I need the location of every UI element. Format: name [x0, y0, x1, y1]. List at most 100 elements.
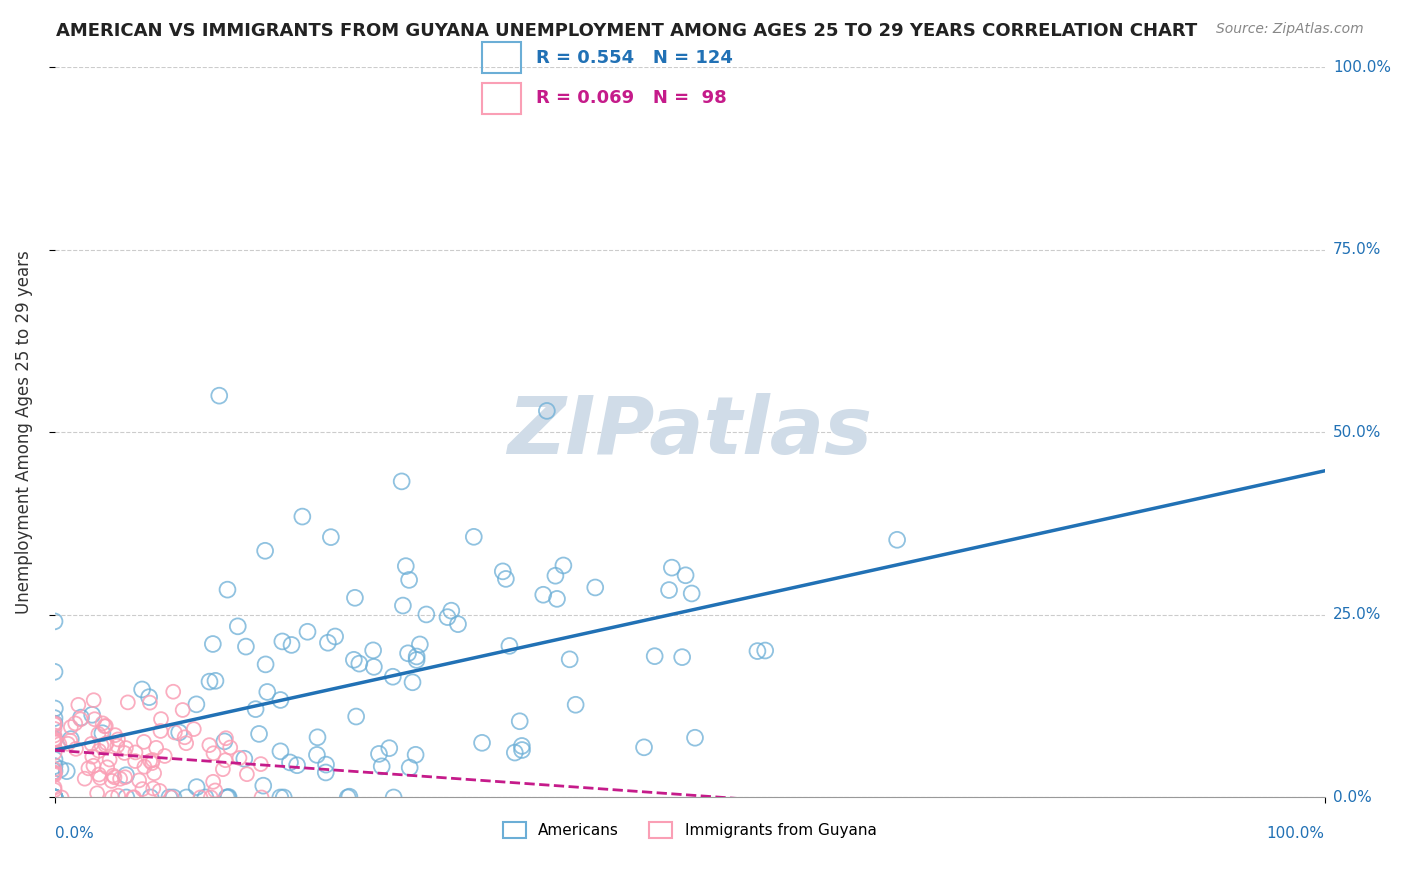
Point	[124, 754, 146, 768]
Point	[398, 761, 420, 775]
Point	[269, 744, 291, 758]
Point	[44, 780, 66, 795]
Point	[82, 707, 104, 722]
Point	[190, 790, 212, 805]
Point	[44, 790, 66, 805]
Point	[315, 765, 337, 780]
Point	[98, 753, 121, 767]
Point	[382, 790, 405, 805]
Point	[89, 771, 111, 785]
Text: 0.0%: 0.0%	[1333, 790, 1372, 805]
Point	[93, 719, 115, 733]
Point	[218, 790, 240, 805]
Point	[405, 649, 427, 664]
Point	[323, 630, 346, 644]
Point	[153, 748, 176, 763]
Point	[44, 734, 66, 748]
Point	[44, 711, 66, 725]
Point	[204, 673, 226, 688]
Point	[343, 591, 366, 605]
Point	[162, 790, 184, 805]
Text: ZIPatlas: ZIPatlas	[508, 393, 872, 471]
Text: 25.0%: 25.0%	[1333, 607, 1381, 623]
Point	[48, 737, 70, 751]
Point	[273, 790, 295, 805]
Point	[173, 731, 195, 745]
Point	[186, 698, 208, 712]
Point	[162, 684, 184, 698]
Point	[219, 740, 242, 755]
Text: 75.0%: 75.0%	[1333, 243, 1381, 257]
Point	[44, 735, 66, 749]
Point	[278, 756, 301, 770]
Point	[44, 615, 66, 629]
Point	[143, 766, 166, 780]
Point	[59, 720, 82, 734]
Point	[44, 701, 66, 715]
Point	[44, 716, 66, 731]
Point	[90, 739, 112, 753]
Text: 50.0%: 50.0%	[1333, 425, 1381, 440]
Point	[124, 746, 146, 760]
Point	[82, 759, 104, 773]
Point	[145, 740, 167, 755]
Point	[395, 559, 418, 574]
Point	[536, 404, 558, 418]
Point	[65, 742, 87, 756]
Point	[44, 790, 66, 805]
Point	[235, 640, 257, 654]
Point	[212, 762, 235, 776]
Point	[172, 703, 194, 717]
Point	[157, 790, 180, 805]
Point	[107, 732, 129, 747]
Point	[249, 757, 271, 772]
Point	[44, 790, 66, 805]
Point	[44, 783, 66, 797]
Text: Source: ZipAtlas.com: Source: ZipAtlas.com	[1216, 22, 1364, 37]
Point	[409, 637, 432, 651]
Point	[117, 695, 139, 709]
Point	[186, 780, 208, 794]
Point	[183, 722, 205, 736]
Point	[436, 610, 458, 624]
Point	[100, 773, 122, 788]
Point	[280, 638, 302, 652]
Point	[103, 770, 125, 784]
Point	[139, 696, 162, 710]
Point	[134, 760, 156, 774]
Point	[122, 790, 145, 805]
Point	[269, 693, 291, 707]
Point	[83, 693, 105, 707]
Point	[754, 643, 776, 657]
Point	[122, 790, 145, 805]
Point	[316, 636, 339, 650]
Point	[509, 714, 531, 729]
Point	[44, 759, 66, 773]
Point	[44, 746, 66, 760]
Point	[142, 781, 165, 796]
Point	[297, 624, 319, 639]
Point	[73, 772, 96, 786]
Point	[285, 758, 308, 772]
Point	[105, 739, 128, 753]
Point	[546, 591, 568, 606]
Point	[149, 784, 172, 798]
Point	[498, 639, 520, 653]
Legend: Americans, Immigrants from Guyana: Americans, Immigrants from Guyana	[496, 816, 883, 845]
Point	[70, 710, 93, 724]
Point	[194, 790, 217, 805]
Point	[398, 573, 420, 587]
Point	[94, 738, 117, 752]
Point	[80, 737, 103, 751]
Point	[44, 766, 66, 780]
Point	[69, 712, 91, 726]
Y-axis label: Unemployment Among Ages 25 to 29 years: Unemployment Among Ages 25 to 29 years	[15, 251, 32, 615]
Point	[553, 558, 575, 573]
Point	[661, 560, 683, 574]
Point	[44, 733, 66, 747]
Point	[247, 727, 270, 741]
Point	[675, 568, 697, 582]
Point	[201, 637, 224, 651]
Point	[128, 773, 150, 788]
Point	[254, 543, 277, 558]
